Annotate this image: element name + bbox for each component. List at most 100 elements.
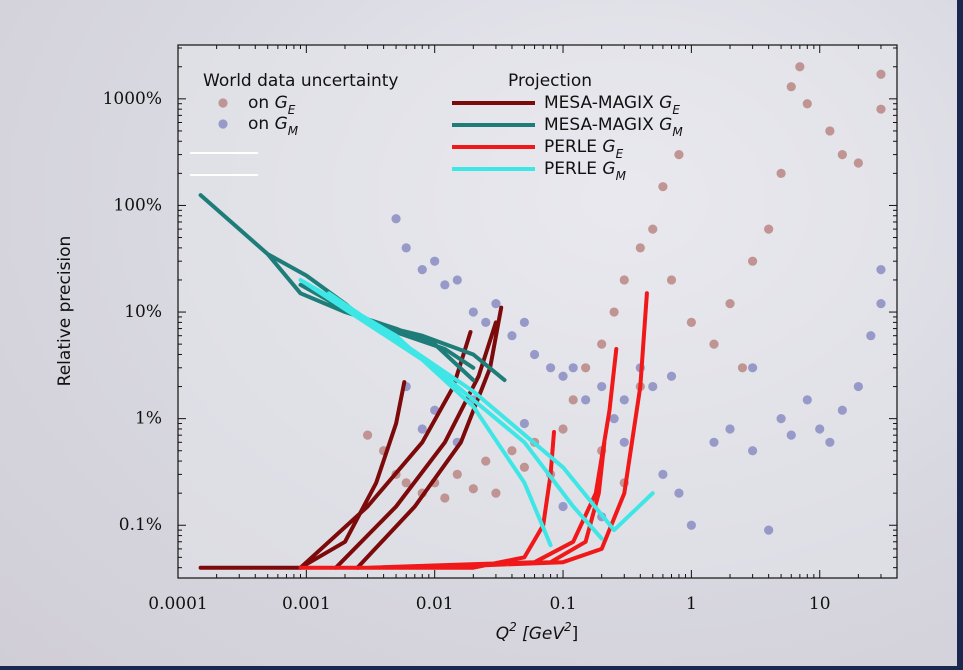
data-point bbox=[709, 437, 719, 447]
data-point bbox=[764, 525, 774, 535]
data-point bbox=[674, 488, 684, 498]
data-point bbox=[401, 243, 411, 253]
data-point bbox=[417, 265, 427, 275]
data-point bbox=[776, 168, 786, 178]
x-tick-label: 10 bbox=[809, 594, 831, 614]
data-point bbox=[776, 414, 786, 424]
data-point bbox=[491, 299, 501, 309]
x-tick-label: 0.001 bbox=[282, 594, 331, 614]
data-point bbox=[876, 299, 886, 309]
data-point bbox=[725, 299, 735, 309]
data-point bbox=[507, 331, 517, 341]
data-point bbox=[802, 99, 812, 109]
data-point bbox=[666, 371, 677, 381]
y-tick-label: 1% bbox=[135, 408, 162, 428]
data-point bbox=[452, 275, 462, 285]
legend-title: World data uncertainty bbox=[203, 71, 398, 91]
data-point bbox=[666, 275, 677, 285]
data-point bbox=[686, 520, 696, 530]
data-point bbox=[786, 430, 796, 440]
y-tick-label: 0.1% bbox=[119, 515, 162, 535]
legend-label: on GM bbox=[248, 114, 299, 138]
data-point bbox=[391, 214, 401, 224]
data-point bbox=[440, 493, 450, 503]
data-point bbox=[491, 488, 501, 498]
data-point bbox=[658, 469, 668, 479]
curve bbox=[198, 305, 504, 570]
data-point bbox=[658, 182, 668, 192]
data-point bbox=[519, 418, 530, 429]
data-point bbox=[737, 363, 748, 373]
data-point bbox=[837, 405, 847, 415]
legend-label: MESA-MAGIX GM bbox=[544, 115, 683, 139]
data-point bbox=[568, 395, 578, 405]
data-point bbox=[748, 446, 758, 456]
x-axis-label: Q2 [GeV2] bbox=[496, 620, 579, 645]
legend-label: PERLE GM bbox=[544, 159, 627, 183]
y-tick-label: 1000% bbox=[103, 88, 162, 108]
data-point bbox=[545, 363, 556, 373]
y-tick-label: 10% bbox=[124, 302, 162, 322]
data-point bbox=[529, 349, 540, 360]
data-point bbox=[440, 280, 450, 290]
data-point bbox=[876, 69, 886, 79]
data-point bbox=[452, 469, 462, 479]
data-point bbox=[597, 339, 607, 349]
legend-label: on GE bbox=[248, 93, 296, 117]
data-point bbox=[764, 224, 774, 234]
data-point bbox=[635, 243, 645, 253]
data-point bbox=[786, 82, 796, 92]
legend-label: MESA-MAGIX GE bbox=[544, 93, 680, 117]
x-tick-label: 1 bbox=[686, 594, 697, 614]
legend-marker bbox=[218, 119, 228, 129]
x-tick-label: 0.1 bbox=[550, 594, 577, 614]
data-point bbox=[648, 224, 658, 234]
data-point bbox=[837, 149, 847, 160]
x-tick-label: 0.01 bbox=[416, 594, 454, 614]
data-point bbox=[481, 456, 491, 466]
data-point bbox=[876, 265, 886, 275]
data-point bbox=[401, 478, 411, 488]
data-point bbox=[748, 363, 758, 373]
plot-area bbox=[178, 45, 897, 578]
axes-frame bbox=[177, 44, 898, 579]
data-point bbox=[619, 437, 629, 447]
data-point bbox=[866, 331, 876, 341]
legend-marker bbox=[218, 98, 228, 108]
data-point bbox=[725, 424, 735, 434]
legend-label: PERLE GE bbox=[544, 137, 624, 161]
data-point bbox=[468, 484, 478, 494]
data-point bbox=[507, 446, 517, 456]
data-point bbox=[674, 149, 684, 160]
data-point bbox=[581, 395, 591, 405]
data-point bbox=[597, 381, 607, 392]
data-point bbox=[619, 395, 629, 405]
data-point bbox=[558, 371, 568, 381]
y-axis-label: Relative precision bbox=[55, 236, 75, 387]
data-point bbox=[802, 395, 812, 405]
x-tick-label: 0.0001 bbox=[148, 594, 207, 614]
data-point bbox=[568, 363, 578, 373]
data-point bbox=[519, 462, 530, 472]
data-point bbox=[795, 62, 805, 72]
data-point bbox=[815, 424, 825, 434]
data-point bbox=[417, 424, 427, 434]
data-point bbox=[876, 104, 886, 114]
data-point bbox=[709, 339, 719, 349]
data-point bbox=[686, 317, 696, 327]
curve bbox=[298, 278, 655, 548]
data-point bbox=[468, 307, 478, 317]
data-point bbox=[609, 414, 619, 424]
data-point bbox=[362, 430, 373, 440]
data-point bbox=[558, 424, 568, 434]
data-point bbox=[648, 381, 658, 392]
data-point bbox=[853, 381, 863, 392]
data-point bbox=[853, 158, 863, 168]
data-point bbox=[481, 317, 491, 327]
legend-title: Projection bbox=[508, 71, 592, 91]
data-point bbox=[825, 126, 835, 136]
data-point bbox=[609, 307, 619, 317]
data-point bbox=[519, 317, 530, 327]
data-point bbox=[558, 501, 568, 512]
